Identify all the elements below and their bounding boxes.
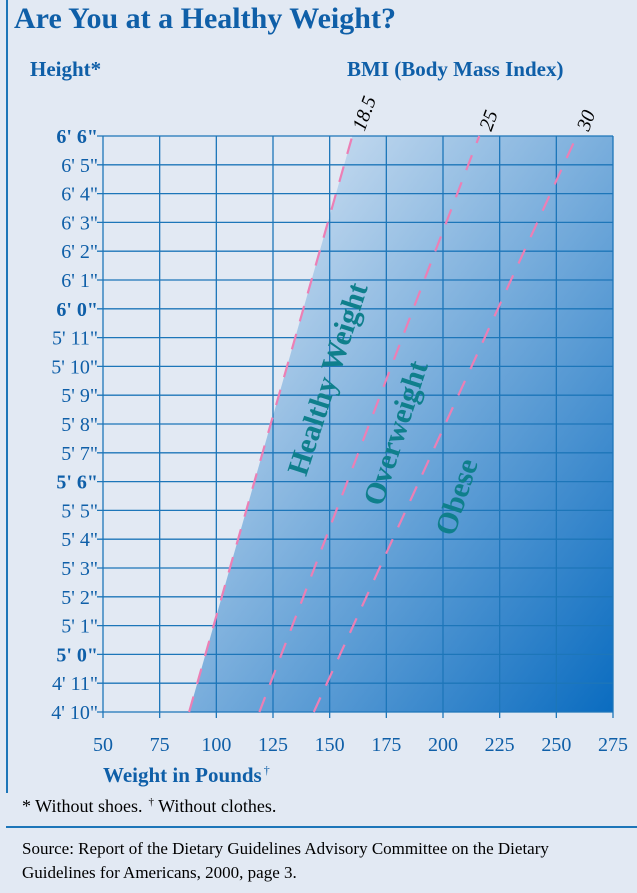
y-tick-label: 5' 3" xyxy=(61,558,98,580)
y-tick-label: 6' 0" xyxy=(56,299,98,321)
page-title: Are You at a Healthy Weight? xyxy=(14,2,396,35)
bmi-line-25 xyxy=(258,135,481,713)
y-tick-label: 6' 3" xyxy=(61,212,98,234)
x-tick-label: 150 xyxy=(315,734,345,756)
x-tick-label: 100 xyxy=(201,734,231,756)
bmi-line-30 xyxy=(312,135,578,713)
bmi-line-18.5 xyxy=(188,135,354,713)
y-tick-label: 5' 7" xyxy=(61,443,98,465)
footnote: * Without shoes. † Without clothes. xyxy=(22,796,276,817)
chart-frame xyxy=(6,0,635,793)
bmi-chart: 18.5 25 30 6' 6"6' 5"6' 4"6' 3"6' 2"6' 1"6… xyxy=(51,93,628,756)
x-tick-label: 50 xyxy=(93,734,113,756)
footnote-clothes: Without clothes. xyxy=(158,796,277,816)
divider xyxy=(6,826,637,828)
footnote-shoes: * Without shoes. xyxy=(22,796,143,816)
y-tick-labels: 6' 6" 6' 5" 6' 4" 6' 3" 6' 2" 6' 1" 6' 0" 5' 11… xyxy=(51,126,98,724)
y-tick-label: 5' 9" xyxy=(61,385,98,407)
y-tick-label: 6' 4" xyxy=(61,184,98,206)
y-tick-label: 5' 4" xyxy=(61,529,98,551)
x-axis-title-mark: † xyxy=(263,763,270,777)
bmi-value-25: 25 xyxy=(475,107,503,133)
chart-grid xyxy=(97,135,614,718)
y-tick-label: 4' 11" xyxy=(52,673,98,695)
y-tick-label: 5' 6" xyxy=(56,472,98,494)
y-tick-label: 6' 5" xyxy=(61,155,98,177)
y-tick-label: 6' 6" xyxy=(56,126,98,148)
x-tick-labels: 50 75 100 125 150 175 200 225 250 275 xyxy=(93,734,628,756)
x-tick-label: 250 xyxy=(541,734,571,756)
y-axis-title: Height* xyxy=(30,57,102,81)
y-tick-label: 5' 10" xyxy=(51,356,98,378)
y-tick-label: 6' 2" xyxy=(61,241,98,263)
x-tick-label: 225 xyxy=(485,734,515,756)
x-axis-title-text: Weight in Pounds xyxy=(103,763,262,787)
y-tick-label: 4' 10" xyxy=(51,702,98,724)
source-citation: Source: Report of the Dietary Guidelines… xyxy=(22,839,549,882)
footnote-dagger: † xyxy=(148,796,154,808)
x-tick-label: 75 xyxy=(150,734,170,756)
y-tick-label: 5' 5" xyxy=(61,500,98,522)
bmi-title: BMI (Body Mass Index) xyxy=(347,57,564,81)
y-tick-label: 5' 8" xyxy=(61,414,98,436)
y-tick-label: 5' 0" xyxy=(56,644,98,666)
x-tick-label: 175 xyxy=(371,734,401,756)
x-axis-title: Weight in Pounds † xyxy=(103,763,270,788)
x-tick-label: 200 xyxy=(428,734,458,756)
x-tick-label: 125 xyxy=(258,734,288,756)
bmi-value-18.5: 18.5 xyxy=(348,93,381,133)
y-tick-label: 5' 2" xyxy=(61,587,98,609)
bmi-value-30: 30 xyxy=(572,107,600,134)
y-tick-label: 5' 1" xyxy=(61,616,98,638)
y-tick-label: 6' 1" xyxy=(61,270,98,292)
x-tick-label: 275 xyxy=(598,734,628,756)
y-tick-label: 5' 11" xyxy=(52,328,98,350)
